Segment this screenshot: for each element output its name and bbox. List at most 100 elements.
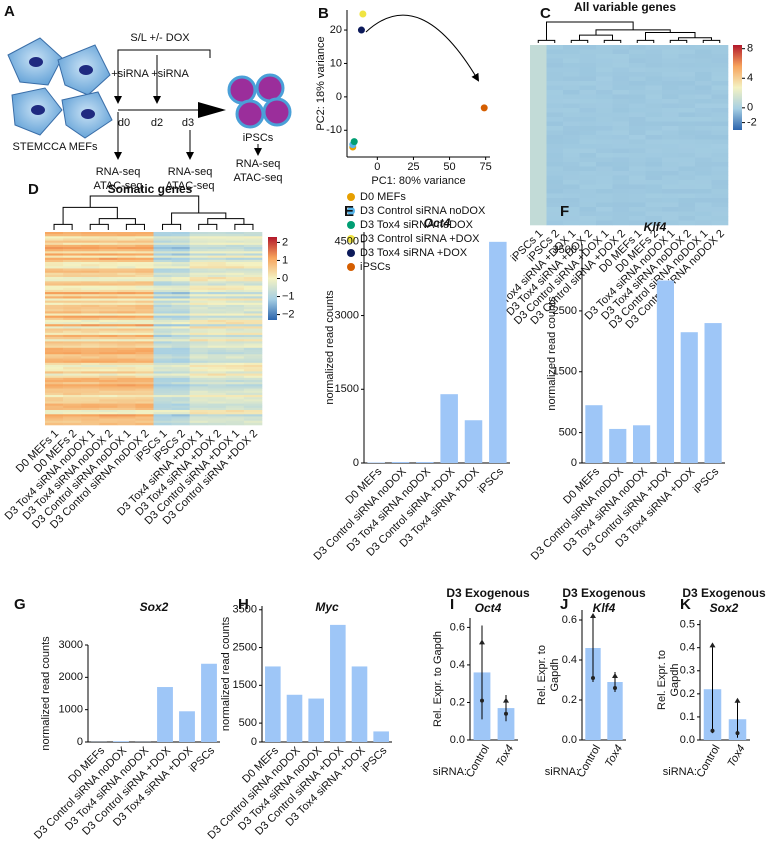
heatmap-cell	[207, 332, 227, 336]
heatmap-cell	[171, 240, 190, 244]
bar	[351, 666, 368, 742]
heatmap-cell	[189, 311, 209, 314]
heatmap-cell	[207, 292, 227, 295]
heatmap-cell	[596, 121, 613, 127]
y-tick-label: 10	[330, 57, 342, 69]
heatmap-cell	[207, 255, 227, 259]
heatmap-cell	[645, 99, 663, 104]
heatmap-cell	[596, 85, 613, 91]
heatmap-cell	[530, 54, 547, 59]
heatmap-cell	[612, 171, 630, 176]
heatmap-cell	[243, 345, 263, 349]
heatmap-cell	[225, 298, 245, 301]
heatmap-cell	[117, 279, 136, 282]
heatmap-cell	[225, 345, 245, 349]
heatmap-cell	[629, 211, 646, 217]
heatmap-cell	[81, 352, 100, 355]
heatmap-cell	[135, 422, 154, 426]
heatmap-cell	[153, 264, 172, 267]
heatmap-cell	[81, 234, 100, 237]
y-tick-label: 0.2	[450, 696, 465, 708]
y-axis-label: Rel. Expr. to	[656, 650, 668, 710]
heatmap-cell	[189, 403, 209, 406]
heatmap-cell	[711, 216, 729, 221]
colorbar	[733, 45, 742, 130]
heatmap-cell	[243, 300, 263, 304]
heatmap-cell	[207, 238, 227, 241]
heatmap-cell	[99, 332, 118, 336]
heatmap-cell	[530, 90, 547, 95]
heatmap-cell	[243, 341, 263, 344]
heatmap-cell	[629, 85, 646, 91]
heatmap-cell	[45, 407, 64, 411]
heatmap-cell	[63, 317, 82, 321]
data-point	[613, 686, 617, 690]
point	[350, 138, 358, 146]
heatmap-cell	[189, 319, 209, 323]
heatmap-cell	[579, 54, 597, 59]
heatmap-cell	[530, 126, 547, 131]
heatmap-cell	[678, 220, 696, 226]
heatmap-cell	[662, 157, 679, 163]
heatmap-cell	[243, 311, 263, 314]
data-point	[591, 676, 595, 680]
heatmap-cell	[45, 345, 64, 349]
heatmap-cell	[189, 251, 209, 254]
heatmap-cell	[117, 264, 136, 267]
heatmap-cell	[225, 362, 245, 366]
heatmap-cell	[99, 345, 118, 349]
heatmap-cell	[563, 108, 580, 113]
heatmap-cell	[99, 244, 118, 248]
heatmap-cell	[99, 416, 118, 419]
heatmap-cell	[711, 76, 729, 82]
heatmap-cell	[546, 216, 564, 221]
heatmap-cell	[189, 300, 209, 304]
y-tick-label: 3500	[553, 244, 577, 256]
heatmap-cell	[662, 63, 679, 68]
heatmap-cell	[81, 392, 100, 396]
heatmap-cell	[63, 341, 82, 344]
heatmap-cell	[117, 272, 136, 276]
heatmap-cell	[530, 202, 547, 208]
heatmap-cell	[99, 302, 118, 306]
heatmap-cell	[99, 390, 118, 394]
heatmap-cell	[189, 414, 209, 417]
heatmap-cell	[189, 418, 209, 422]
data-point	[612, 673, 618, 678]
assay-label: ATAC-seq	[165, 180, 214, 192]
heatmap-cell	[662, 130, 679, 136]
heatmap-cell	[99, 328, 118, 331]
heatmap-cell	[579, 175, 597, 181]
heatmap-cell	[695, 94, 712, 100]
heatmap-cell	[81, 313, 100, 316]
heatmap-cell	[546, 63, 564, 68]
heatmap-cell	[662, 171, 679, 176]
heatmap-cell	[117, 322, 136, 325]
data-point	[710, 728, 715, 733]
heatmap-cell	[45, 255, 64, 259]
heatmap-cell	[45, 399, 64, 402]
heatmap-cell	[225, 377, 245, 381]
heatmap-cell	[63, 255, 82, 259]
heatmap-cell	[189, 382, 209, 385]
heatmap-cell	[117, 397, 136, 400]
heatmap-cell	[45, 390, 64, 394]
colorbar-tick-label: 1	[282, 254, 288, 266]
heatmap-cell	[662, 45, 679, 50]
point	[359, 10, 367, 18]
heatmap-cell	[579, 162, 597, 167]
heatmap-cell	[81, 337, 100, 340]
heatmap-cell	[153, 279, 172, 282]
heatmap-cell	[135, 311, 154, 314]
heatmap-cell	[171, 418, 190, 422]
heatmap-cell	[171, 384, 190, 387]
heatmap-cell	[695, 216, 712, 221]
heatmap-cell	[225, 251, 245, 254]
point	[480, 104, 488, 112]
heatmap-cell	[99, 388, 118, 391]
heatmap-cell	[243, 399, 263, 402]
heatmap-cell	[171, 373, 190, 376]
heatmap-cell	[189, 326, 209, 329]
heatmap-cell	[45, 317, 64, 321]
data-point	[590, 613, 596, 618]
